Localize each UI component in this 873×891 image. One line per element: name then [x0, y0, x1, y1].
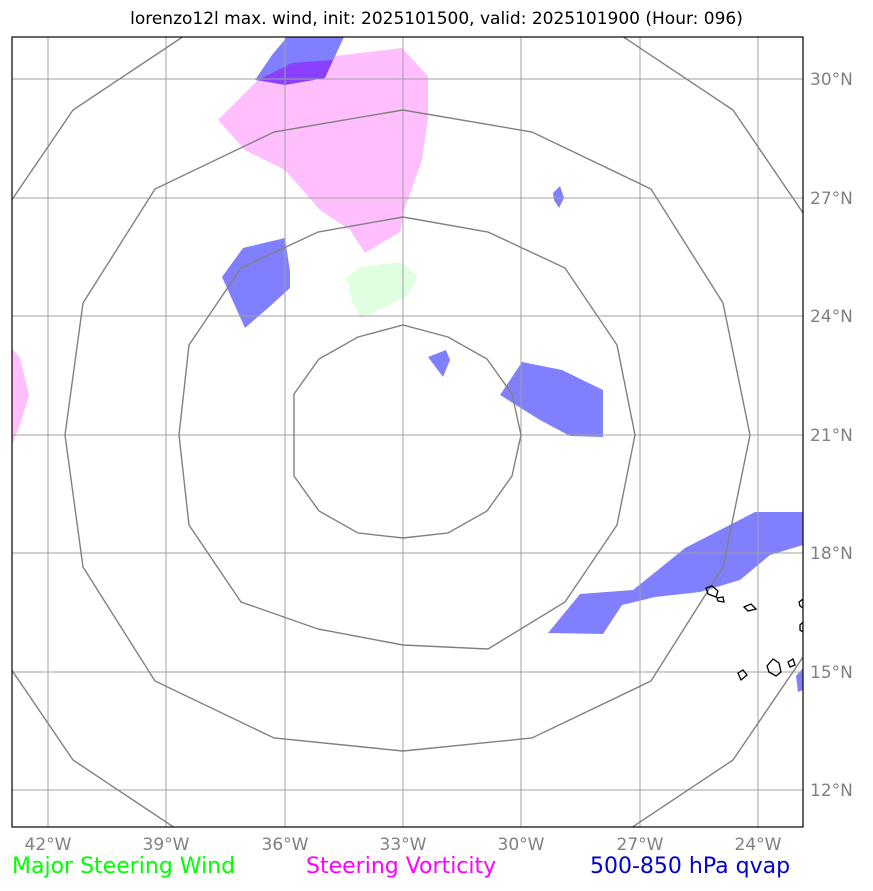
qvap-area: [548, 512, 803, 634]
island-outline: [705, 585, 719, 598]
vorticity-area: [218, 48, 428, 253]
island-outline: [798, 598, 803, 609]
lon-tick-label: 24°W: [735, 835, 782, 855]
range-ring: [178, 216, 636, 650]
lon-tick-label: 30°W: [498, 835, 545, 855]
lon-tick-label: 36°W: [262, 835, 309, 855]
qvap-area: [428, 350, 450, 377]
lat-tick-label: 18°N: [810, 544, 853, 564]
lat-tick-label: 24°N: [810, 307, 853, 327]
island-outline: [787, 658, 796, 668]
lon-tick-label: 33°W: [380, 835, 427, 855]
gridlines: [12, 37, 803, 827]
qvap-area: [500, 362, 603, 437]
vorticity-area-west: [12, 348, 29, 445]
lat-tick-label: 15°N: [810, 663, 853, 683]
map-title: lorenzo12l max. wind, init: 2025101500, …: [130, 9, 743, 29]
range-ring: [64, 109, 751, 752]
lat-tick-label: 12°N: [810, 781, 853, 801]
qvap-area: [222, 238, 290, 328]
island-outline: [766, 658, 782, 677]
lon-tick-label: 27°W: [617, 835, 664, 855]
lon-tick-label: 39°W: [143, 835, 190, 855]
lat-tick-label: 27°N: [810, 189, 853, 209]
steering-wind-area: [347, 262, 418, 318]
coastlines: [705, 585, 803, 682]
steering-wind-field: [347, 262, 418, 318]
legend-qvap: 500-850 hPa qvap: [590, 854, 791, 879]
range-ring: [293, 324, 522, 539]
legend-steering-wind: Major Steering Wind: [12, 854, 236, 879]
island-outline: [716, 596, 725, 603]
qvap-area: [796, 668, 803, 692]
legend-steering-vorticity: Steering Vorticity: [306, 854, 497, 879]
lat-tick-label: 30°N: [810, 70, 853, 90]
island-outline: [742, 603, 758, 612]
island-outline: [737, 669, 748, 682]
lon-tick-label: 42°W: [25, 835, 72, 855]
latitude-labels: 30°N 27°N 24°N 21°N 18°N 15°N 12°N: [810, 70, 853, 801]
island-outline: [799, 621, 803, 633]
vorticity-field: [12, 48, 428, 445]
qvap-area: [553, 186, 564, 208]
longitude-labels: 42°W 39°W 36°W 33°W 30°W 27°W 24°W: [25, 835, 782, 855]
map-frame: [11, 36, 804, 828]
lat-tick-label: 21°N: [810, 426, 853, 446]
